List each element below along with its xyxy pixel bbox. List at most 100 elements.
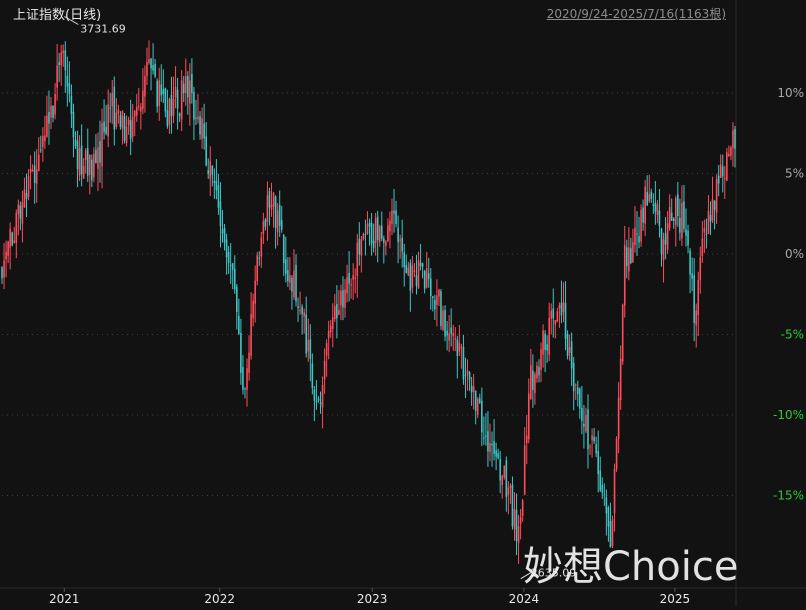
candle-body	[460, 346, 463, 348]
candle-body	[597, 450, 600, 475]
candle-body	[448, 333, 450, 341]
candle-body	[393, 210, 395, 214]
candle-body	[621, 304, 624, 362]
candle-body	[219, 201, 222, 227]
candle-body	[607, 507, 610, 527]
candle-body	[293, 270, 295, 298]
candle-body	[715, 179, 718, 213]
candle-body	[250, 314, 252, 356]
candle-body	[125, 126, 128, 144]
candle-body	[527, 393, 530, 440]
candle-body	[107, 104, 109, 137]
candle-body	[193, 91, 195, 120]
y-tick-label: -5%	[781, 328, 804, 342]
candle-body	[207, 170, 210, 174]
candle-body	[689, 250, 691, 275]
candle-body	[452, 333, 455, 337]
candle-body	[699, 257, 702, 281]
candle-body	[172, 98, 175, 116]
candle-body	[327, 330, 330, 339]
candle-body	[636, 233, 638, 235]
candle-body	[272, 192, 275, 207]
candle-body	[135, 106, 138, 116]
candle-body	[295, 264, 297, 302]
candle-body	[366, 224, 369, 234]
candle-body	[436, 295, 438, 305]
candle-body	[583, 423, 585, 427]
candle-body	[615, 438, 618, 470]
candle-body	[540, 349, 542, 370]
candle-body	[472, 386, 475, 392]
candle-body	[352, 275, 354, 280]
candle-body	[276, 210, 279, 233]
date-range[interactable]: 2020/9/24-2025/7/16(1163根)	[546, 7, 726, 21]
candle-body	[411, 265, 414, 288]
candle-body	[191, 74, 193, 93]
x-tick-label: 2022	[204, 592, 235, 606]
candle-body	[654, 202, 657, 212]
candle-body	[409, 263, 412, 291]
candle-body	[562, 301, 565, 313]
candle-body	[693, 275, 695, 323]
candle-body	[282, 234, 285, 264]
candle-body	[319, 402, 322, 405]
candle-body	[536, 365, 538, 379]
candle-body	[497, 453, 499, 459]
candle-body	[425, 268, 428, 288]
candle-body	[587, 409, 589, 450]
candle-body	[299, 310, 301, 312]
candle-body	[413, 270, 416, 272]
candle-body	[78, 148, 81, 176]
candle-body	[399, 239, 401, 241]
candle-body	[221, 229, 224, 234]
candle-body	[5, 251, 7, 260]
candle-body	[166, 110, 169, 127]
candle-body	[397, 227, 399, 243]
candle-body	[432, 296, 434, 298]
candle-body	[233, 268, 236, 290]
candle-body	[572, 362, 575, 392]
candle-body	[195, 117, 197, 119]
x-tick-label: 2025	[660, 592, 691, 606]
candle-body	[270, 204, 273, 210]
y-tick-label: -15%	[773, 489, 804, 503]
min-label: 2635.09	[531, 567, 577, 580]
candle-body	[252, 300, 254, 319]
candle-body	[474, 390, 477, 411]
candle-body	[348, 272, 350, 284]
candle-body	[37, 154, 40, 172]
candle-body	[223, 228, 226, 243]
candle-body	[262, 221, 265, 234]
candle-body	[266, 195, 269, 223]
candle-body	[421, 263, 424, 267]
candle-body	[707, 210, 710, 234]
candle-body	[405, 264, 408, 274]
candle-body	[391, 210, 393, 225]
candle-body	[111, 92, 114, 107]
candle-body	[342, 290, 344, 308]
candle-body	[376, 216, 379, 241]
y-tick-label: 0%	[785, 247, 804, 261]
candle-body	[121, 110, 124, 129]
candle-body	[711, 199, 714, 221]
candle-body	[370, 222, 373, 244]
candle-body	[628, 247, 630, 272]
candle-body	[325, 343, 328, 356]
candle-body	[674, 197, 677, 226]
candle-body	[209, 160, 212, 179]
candle-body	[264, 219, 267, 227]
candle-body	[517, 526, 520, 544]
candle-body	[499, 459, 501, 481]
candle-body	[109, 107, 112, 109]
candle-body	[466, 370, 469, 375]
candle-body	[440, 291, 442, 326]
candle-body	[595, 444, 597, 454]
candle-body	[48, 112, 50, 124]
candle-body	[231, 263, 234, 270]
candle-body	[491, 443, 493, 446]
candle-body	[115, 112, 118, 128]
candle-body	[88, 154, 91, 175]
candle-body	[346, 277, 348, 294]
x-tick-label: 2024	[509, 592, 540, 606]
candle-body	[1, 267, 3, 279]
